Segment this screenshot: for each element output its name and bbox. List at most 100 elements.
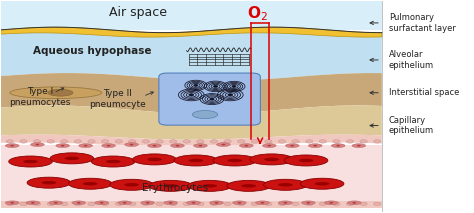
Circle shape [101,140,109,143]
Ellipse shape [26,201,40,205]
Circle shape [199,145,202,147]
Circle shape [346,140,354,143]
Ellipse shape [192,111,218,119]
Ellipse shape [255,201,269,205]
Circle shape [176,145,179,147]
Ellipse shape [125,143,138,147]
Circle shape [170,140,177,143]
Ellipse shape [187,201,201,205]
Circle shape [191,202,195,204]
Ellipse shape [124,183,139,187]
Circle shape [267,145,271,147]
Circle shape [210,98,214,100]
Circle shape [74,140,82,143]
Circle shape [115,202,122,206]
Ellipse shape [171,144,184,148]
Ellipse shape [284,155,328,166]
Ellipse shape [233,201,246,205]
Circle shape [221,144,225,145]
Ellipse shape [27,177,71,188]
Circle shape [156,202,163,206]
Ellipse shape [279,201,292,205]
Circle shape [194,84,198,86]
Circle shape [319,140,327,143]
Ellipse shape [149,180,192,191]
Ellipse shape [174,155,218,166]
Ellipse shape [95,201,109,205]
Text: Aqueous hypophase: Aqueous hypophase [33,46,152,56]
Circle shape [123,202,127,204]
Circle shape [61,202,68,206]
Circle shape [232,85,236,87]
Circle shape [10,145,14,147]
Ellipse shape [30,143,44,147]
Circle shape [61,140,68,143]
Polygon shape [0,145,382,201]
Circle shape [374,202,381,206]
Circle shape [319,202,327,206]
Circle shape [47,140,55,143]
Circle shape [142,140,150,143]
Circle shape [261,202,264,204]
Ellipse shape [264,158,279,161]
Circle shape [47,202,55,206]
Ellipse shape [141,201,155,205]
Ellipse shape [164,201,177,205]
Ellipse shape [264,179,307,190]
Circle shape [251,140,258,143]
Circle shape [292,140,299,143]
Circle shape [292,202,299,206]
Text: Erythrocytes: Erythrocytes [142,183,208,193]
Ellipse shape [301,201,315,205]
Circle shape [264,202,272,206]
Circle shape [100,202,103,204]
Polygon shape [0,33,382,81]
Ellipse shape [228,159,242,162]
Ellipse shape [210,201,223,205]
Circle shape [210,140,218,143]
Ellipse shape [68,178,112,189]
Polygon shape [0,73,382,114]
Text: Air space: Air space [109,6,167,19]
Ellipse shape [315,182,329,186]
Circle shape [224,202,231,206]
Circle shape [107,145,110,147]
Circle shape [251,202,258,206]
Ellipse shape [331,144,345,148]
Ellipse shape [227,180,271,191]
Circle shape [77,202,81,204]
Circle shape [337,145,340,147]
Circle shape [153,145,156,147]
Circle shape [307,202,310,204]
Ellipse shape [110,179,154,190]
Circle shape [333,202,340,206]
Polygon shape [0,135,382,147]
Circle shape [346,202,354,206]
Circle shape [313,145,317,147]
Circle shape [74,202,82,206]
Circle shape [197,140,204,143]
Polygon shape [0,201,382,208]
Ellipse shape [79,144,92,148]
Circle shape [84,145,88,147]
Ellipse shape [188,180,231,191]
Circle shape [224,140,231,143]
Circle shape [146,202,149,204]
Circle shape [20,202,27,206]
Circle shape [20,140,27,143]
Circle shape [61,145,64,147]
Circle shape [88,202,95,206]
Ellipse shape [189,159,203,162]
Ellipse shape [49,201,63,205]
Circle shape [10,202,14,204]
Circle shape [245,145,248,147]
Circle shape [183,140,191,143]
Circle shape [283,202,287,204]
Circle shape [33,140,41,143]
Ellipse shape [72,201,86,205]
Text: Type II
pneumocyte: Type II pneumocyte [90,89,146,109]
Circle shape [101,202,109,206]
Circle shape [169,202,173,204]
Ellipse shape [9,156,52,167]
Circle shape [142,202,150,206]
